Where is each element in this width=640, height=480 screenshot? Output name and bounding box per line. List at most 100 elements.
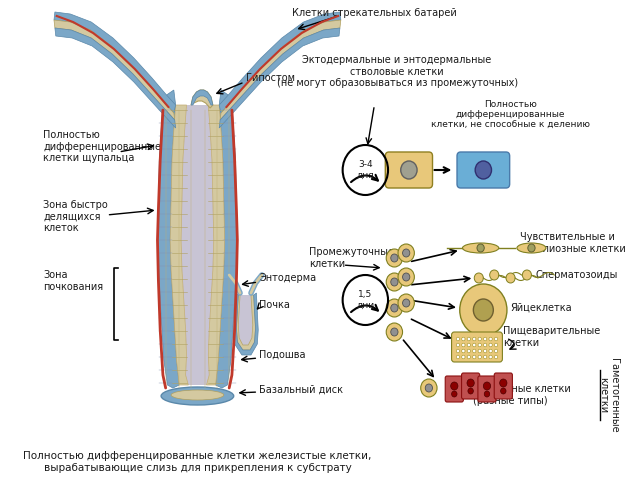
Circle shape <box>489 343 492 347</box>
Text: Гипостом: Гипостом <box>246 73 294 83</box>
Circle shape <box>386 299 403 317</box>
Polygon shape <box>220 20 341 120</box>
Circle shape <box>403 299 410 307</box>
FancyBboxPatch shape <box>494 373 513 399</box>
Circle shape <box>474 273 483 283</box>
Text: Эктодермальные и энтодермальные
стволовые клетки
(не могут образовываться из про: Эктодермальные и энтодермальные стволовы… <box>276 55 518 88</box>
Circle shape <box>456 337 460 341</box>
Circle shape <box>461 337 465 341</box>
Text: Яйцеклетка: Яйцеклетка <box>511 303 572 313</box>
Ellipse shape <box>517 243 546 253</box>
Polygon shape <box>157 90 179 388</box>
Text: Пищеварительные
клетки: Пищеварительные клетки <box>503 326 600 348</box>
Polygon shape <box>238 295 253 345</box>
Text: Стрекательные клетки
(разные типы): Стрекательные клетки (разные типы) <box>451 384 570 406</box>
Text: Зона
почкования: Зона почкования <box>43 270 103 291</box>
Circle shape <box>484 349 487 353</box>
Circle shape <box>401 161 417 179</box>
Circle shape <box>467 337 470 341</box>
Circle shape <box>456 355 460 359</box>
Polygon shape <box>55 28 175 128</box>
Circle shape <box>484 391 490 397</box>
Text: Чувствительные и
ганглиозные клетки: Чувствительные и ганглиозные клетки <box>520 232 625 254</box>
Circle shape <box>500 388 506 394</box>
Polygon shape <box>54 12 175 113</box>
Circle shape <box>391 304 398 312</box>
Circle shape <box>398 268 414 286</box>
Polygon shape <box>219 28 340 128</box>
Circle shape <box>391 328 398 336</box>
Text: Базальный диск: Базальный диск <box>259 385 343 395</box>
Circle shape <box>484 343 487 347</box>
Circle shape <box>467 343 470 347</box>
Circle shape <box>472 337 476 341</box>
Circle shape <box>495 343 498 347</box>
FancyBboxPatch shape <box>385 152 433 188</box>
Text: Полностью дифференцированные клетки железистые клетки,
вырабатывающие слизь для : Полностью дифференцированные клетки желе… <box>23 451 372 473</box>
Text: Гаметогенные
клетки: Гаметогенные клетки <box>598 358 620 432</box>
Circle shape <box>467 349 470 353</box>
Circle shape <box>483 382 491 390</box>
Text: Подошва: Подошва <box>259 350 306 360</box>
Circle shape <box>468 388 474 394</box>
FancyBboxPatch shape <box>478 376 496 402</box>
Polygon shape <box>216 90 237 388</box>
Circle shape <box>490 270 499 280</box>
Ellipse shape <box>171 390 224 400</box>
Text: 1,5
дни: 1,5 дни <box>356 290 374 310</box>
Circle shape <box>475 161 492 179</box>
Text: Промежуточные
клетки: Промежуточные клетки <box>309 247 394 269</box>
Circle shape <box>495 337 498 341</box>
Circle shape <box>467 379 474 387</box>
Polygon shape <box>219 12 341 113</box>
Circle shape <box>472 355 476 359</box>
Circle shape <box>391 278 398 286</box>
Polygon shape <box>234 293 258 355</box>
Circle shape <box>386 249 403 267</box>
Ellipse shape <box>161 387 234 405</box>
Text: Клетки стрекательных батарей: Клетки стрекательных батарей <box>292 8 457 18</box>
Circle shape <box>403 249 410 257</box>
Polygon shape <box>207 105 225 385</box>
Circle shape <box>420 379 437 397</box>
Circle shape <box>495 349 498 353</box>
Circle shape <box>452 391 457 397</box>
Circle shape <box>386 323 403 341</box>
Circle shape <box>484 355 487 359</box>
Text: 3-4
дня: 3-4 дня <box>356 160 374 180</box>
Circle shape <box>500 379 507 387</box>
Circle shape <box>461 355 465 359</box>
Circle shape <box>398 294 414 312</box>
Polygon shape <box>170 105 188 385</box>
Circle shape <box>474 299 493 321</box>
Text: Энтодерма: Энтодерма <box>259 273 316 283</box>
Circle shape <box>398 244 414 262</box>
Circle shape <box>528 244 535 252</box>
Circle shape <box>477 244 484 252</box>
Circle shape <box>478 343 481 347</box>
Polygon shape <box>54 20 175 120</box>
Circle shape <box>391 254 398 262</box>
Polygon shape <box>181 105 214 385</box>
Text: Полностью
дифференцированные
клетки, не способные к делению: Полностью дифференцированные клетки, не … <box>431 100 590 130</box>
Circle shape <box>489 355 492 359</box>
Circle shape <box>472 343 476 347</box>
Circle shape <box>478 337 481 341</box>
Circle shape <box>386 273 403 291</box>
Circle shape <box>456 343 460 347</box>
FancyBboxPatch shape <box>445 376 463 402</box>
Circle shape <box>460 284 507 336</box>
Circle shape <box>403 273 410 281</box>
Polygon shape <box>236 295 255 350</box>
Circle shape <box>472 349 476 353</box>
Circle shape <box>489 349 492 353</box>
Circle shape <box>451 382 458 390</box>
Text: Зона быстро
делящихся
клеток: Зона быстро делящихся клеток <box>43 200 108 233</box>
Circle shape <box>456 349 460 353</box>
FancyBboxPatch shape <box>452 332 502 362</box>
Circle shape <box>461 349 465 353</box>
FancyBboxPatch shape <box>457 152 509 188</box>
Text: Сперматозоиды: Сперматозоиды <box>536 270 618 280</box>
Ellipse shape <box>463 243 499 253</box>
Circle shape <box>425 384 433 392</box>
